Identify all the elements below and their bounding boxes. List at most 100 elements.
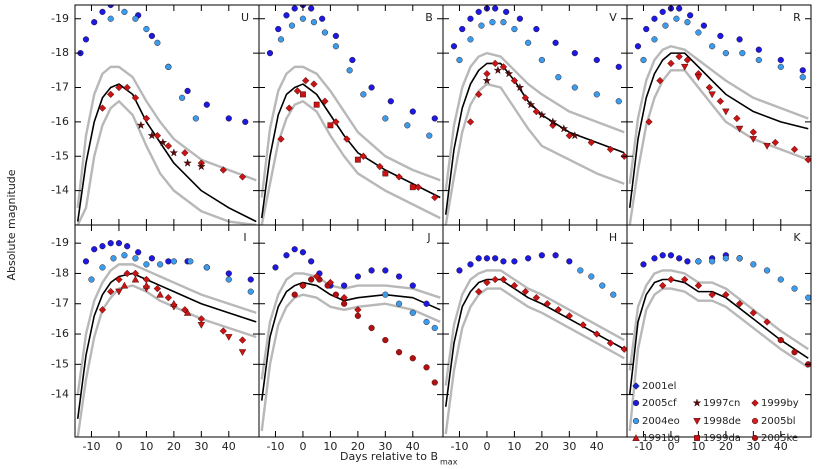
data-point <box>750 261 757 268</box>
y-tick-label: -16 <box>51 327 69 340</box>
data-point <box>359 152 368 160</box>
template-curve <box>444 51 625 191</box>
data-point <box>192 115 199 122</box>
data-point <box>736 255 743 262</box>
panel-title: V <box>609 11 617 24</box>
legend-marker <box>693 418 701 425</box>
panel-title: K <box>793 231 801 244</box>
data-point <box>165 63 172 70</box>
data-point <box>409 108 416 115</box>
data-point <box>694 74 703 81</box>
data-point <box>675 52 683 61</box>
data-point <box>667 275 675 284</box>
data-point <box>99 8 106 15</box>
data-point <box>709 43 716 50</box>
data-point <box>467 261 474 268</box>
x-tick-label: 30 <box>562 440 576 453</box>
data-point <box>533 26 540 33</box>
data-point <box>349 56 356 64</box>
template-curve <box>628 45 809 184</box>
data-point <box>115 240 123 247</box>
legend-marker <box>692 398 702 407</box>
data-point <box>532 294 541 302</box>
panel-plot <box>260 5 441 225</box>
data-point <box>154 39 161 46</box>
x-tick-label: -10 <box>634 440 652 453</box>
data-point <box>755 56 762 64</box>
data-point <box>695 258 702 265</box>
data-point <box>123 83 131 92</box>
data-point <box>651 36 658 43</box>
data-point <box>680 63 689 71</box>
template-curve <box>444 287 625 435</box>
data-point <box>99 243 106 250</box>
data-point <box>82 36 90 43</box>
data-point <box>395 173 403 181</box>
panel-frame <box>74 4 260 226</box>
data-point <box>667 252 675 259</box>
data-point <box>504 69 514 78</box>
data-point <box>525 255 532 262</box>
data-point <box>478 22 485 29</box>
data-point <box>124 0 130 4</box>
legend-label: 1997cn <box>703 398 740 409</box>
data-point <box>659 252 666 259</box>
x-tick-label: 40 <box>590 440 604 453</box>
data-point <box>368 324 375 331</box>
data-point <box>107 287 115 296</box>
data-point <box>300 91 306 98</box>
panel-plot <box>76 0 257 225</box>
data-point <box>225 334 233 341</box>
data-point <box>615 98 622 105</box>
data-point <box>492 255 499 262</box>
data-point <box>491 59 499 68</box>
data-point <box>538 252 545 259</box>
data-point <box>153 284 162 293</box>
x-tick-label: 0 <box>115 440 122 453</box>
data-point <box>99 264 106 271</box>
data-point <box>749 128 758 136</box>
data-point <box>483 278 491 287</box>
data-point <box>203 101 210 108</box>
legend-label: 1991bg <box>642 433 680 444</box>
data-point <box>135 249 142 256</box>
data-point <box>799 74 806 81</box>
x-tick-label: 20 <box>719 440 733 453</box>
data-point <box>382 291 389 298</box>
data-point <box>482 76 492 85</box>
panel-plot <box>444 252 627 435</box>
data-point <box>203 264 210 271</box>
data-point <box>651 255 658 262</box>
legend-marker <box>632 434 640 441</box>
x-tick-label: 20 <box>535 440 549 453</box>
data-point <box>332 43 339 50</box>
data-point <box>510 281 519 290</box>
data-point <box>107 90 115 99</box>
data-point <box>543 300 552 308</box>
data-point <box>511 26 518 33</box>
data-point <box>645 118 653 126</box>
data-point <box>313 101 320 108</box>
data-point <box>554 306 563 314</box>
data-point <box>593 56 600 64</box>
data-point <box>521 287 530 296</box>
data-point <box>763 143 771 150</box>
template-curve <box>76 83 257 223</box>
data-point <box>332 118 340 126</box>
data-point <box>360 91 367 98</box>
legend-label: 2004eo <box>642 416 680 427</box>
data-point <box>426 132 433 139</box>
data-point <box>158 137 168 147</box>
data-point <box>676 5 683 12</box>
data-point <box>197 322 206 329</box>
data-point <box>247 276 254 283</box>
data-point <box>291 5 298 12</box>
data-point <box>538 56 545 64</box>
data-point <box>483 255 491 262</box>
data-point <box>409 309 416 316</box>
data-point <box>409 355 416 362</box>
data-point <box>667 59 675 68</box>
data-point <box>475 90 483 99</box>
data-point <box>283 252 290 259</box>
